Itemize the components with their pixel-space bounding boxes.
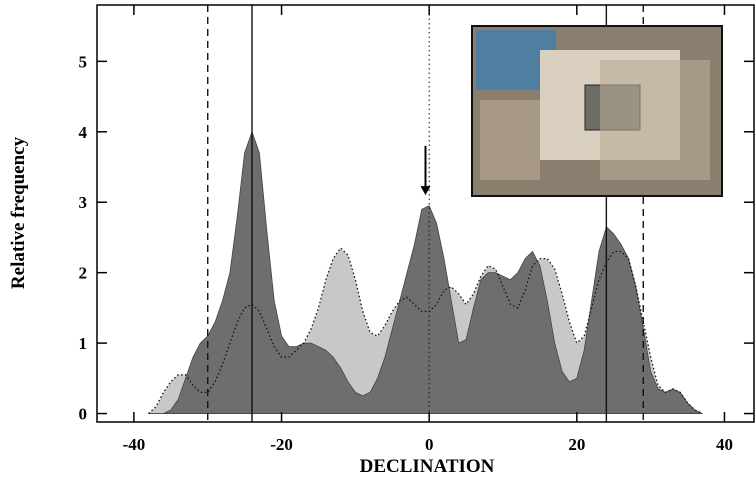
axes-frame	[96, 4, 755, 423]
area	[147, 130, 704, 414]
x-tick-label: 20	[568, 435, 585, 454]
y-tick-label: 4	[79, 123, 88, 142]
y-tick-label: 2	[79, 264, 88, 283]
x-tick-label: -20	[270, 435, 293, 454]
y-tick-label: 3	[79, 193, 88, 212]
y-tick-label: 1	[79, 334, 88, 353]
x-axis-title: DECLINATION	[360, 456, 495, 477]
plot-area: -40 -20 0 20 40 0 1 2 3 4 5	[79, 4, 755, 454]
inset-photo	[471, 25, 723, 197]
y-axis-title: Relative frequency	[8, 136, 29, 289]
x-tick-label: 0	[425, 435, 434, 454]
x-tick-label: -40	[123, 435, 146, 454]
arrow-head	[420, 186, 431, 196]
outline	[148, 247, 703, 415]
x-tick-label: 40	[716, 435, 733, 454]
y-tick-label: 0	[79, 405, 88, 424]
y-tick-label: 5	[79, 52, 88, 71]
